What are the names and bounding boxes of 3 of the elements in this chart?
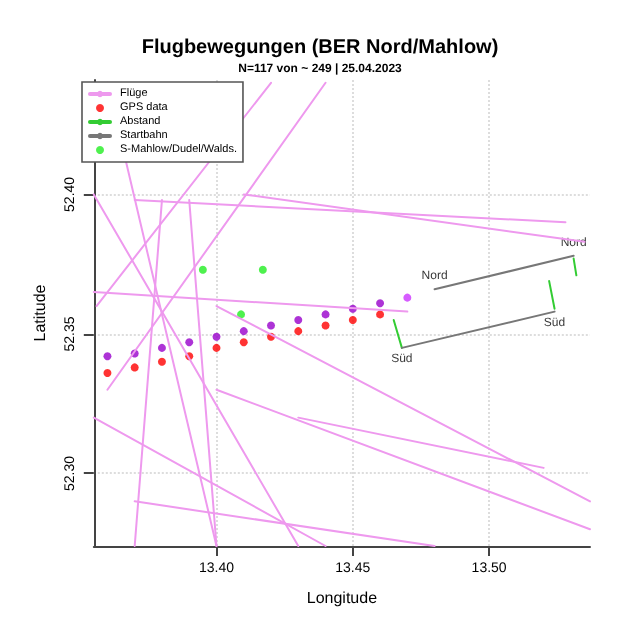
chart-title: Flugbewegungen (BER Nord/Mahlow) bbox=[141, 37, 499, 59]
y-axis-title: Latitude bbox=[31, 283, 49, 342]
x-axis-title: Longitude bbox=[306, 589, 379, 607]
